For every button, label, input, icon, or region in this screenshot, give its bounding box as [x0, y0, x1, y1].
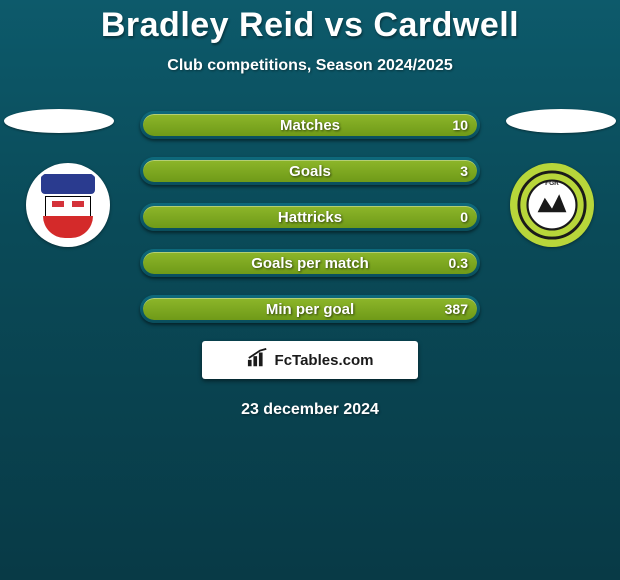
stat-row: Min per goal387 [140, 295, 480, 323]
chart-icon [247, 348, 269, 372]
stat-bar [140, 249, 480, 277]
club-badge-left [26, 163, 110, 247]
stat-bar [140, 203, 480, 231]
stat-fill-right [143, 160, 477, 182]
ellipse-marker-left [4, 109, 114, 133]
svg-text:FGR: FGR [545, 180, 559, 187]
stats-list: Matches10 Goals3 Hattricks0 Goals per match… [140, 111, 480, 323]
stat-row: Hattricks0 [140, 203, 480, 231]
stat-fill-right [143, 114, 477, 136]
stat-row: Goals3 [140, 157, 480, 185]
club-badge-right: FGR [510, 163, 594, 247]
content-area: FGR Matches10 Goals3 Hattricks0 Goals per m… [0, 111, 620, 419]
stat-bar [140, 111, 480, 139]
page-title: Bradley Reid vs Cardwell [0, 0, 620, 45]
brand-badge: FcTables.com [202, 341, 418, 379]
brand-label: FcTables.com [275, 352, 374, 369]
stat-fill-right [143, 298, 477, 320]
stat-fill-right [143, 206, 477, 228]
stat-row: Goals per match0.3 [140, 249, 480, 277]
stat-row: Matches10 [140, 111, 480, 139]
stat-bar [140, 295, 480, 323]
stat-bar [140, 157, 480, 185]
snapshot-date: 23 december 2024 [0, 401, 620, 419]
page-subtitle: Club competitions, Season 2024/2025 [0, 57, 620, 75]
ellipse-marker-right [506, 109, 616, 133]
stat-fill-right [143, 252, 477, 274]
